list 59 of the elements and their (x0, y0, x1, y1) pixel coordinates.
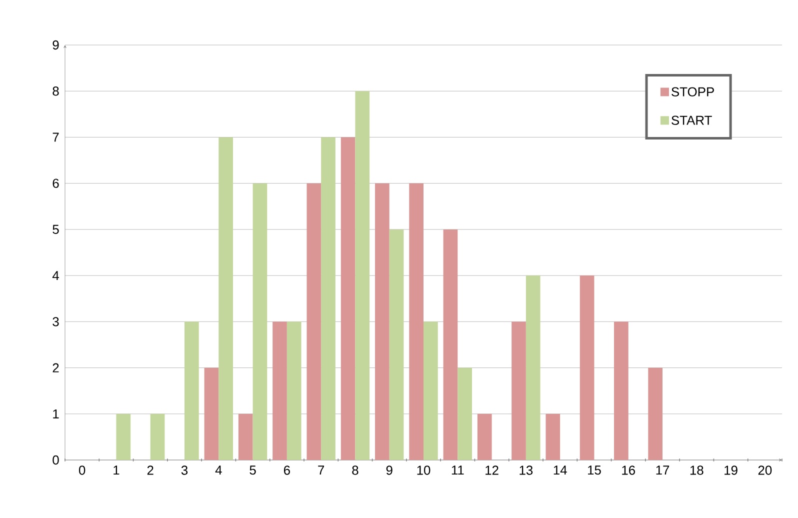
bar (355, 91, 370, 460)
bar (614, 322, 628, 460)
bar (443, 229, 458, 460)
x-tick-label: 7 (318, 466, 324, 475)
bar (116, 414, 131, 460)
bar (272, 322, 287, 460)
y-tick-label: 8 (52, 86, 59, 96)
bar (252, 183, 268, 460)
bar (204, 368, 219, 460)
y-tick-label: 1 (53, 409, 59, 418)
x-tick-label: 19 (724, 466, 738, 475)
bar (306, 183, 322, 460)
y-tick-label: 9 (52, 40, 59, 50)
x-tick-label: 2 (147, 466, 154, 475)
bar (648, 368, 663, 460)
bar (218, 137, 233, 460)
bar (546, 414, 560, 460)
bar (512, 322, 526, 460)
x-tick-label: 15 (588, 466, 601, 475)
x-tick-label: 11 (452, 466, 464, 475)
y-tick-label: 0 (52, 455, 59, 465)
x-tick-label: 16 (622, 466, 635, 475)
legend-label: START (672, 116, 712, 125)
x-tick-label: 14 (554, 466, 567, 475)
bar (184, 322, 199, 460)
y-tick-label: 5 (52, 224, 59, 234)
x-tick-label: 0 (78, 466, 86, 475)
bar (286, 322, 302, 460)
y-tick-label: 4 (52, 271, 59, 280)
x-tick-label: 1 (114, 466, 120, 475)
x-tick-label: 3 (181, 466, 188, 475)
y-tick-label: 7 (52, 132, 59, 142)
x-tick-label: 8 (352, 466, 358, 475)
x-tick-label: 13 (520, 466, 533, 475)
y-tick-label: 2 (52, 363, 59, 372)
y-tick-label: 3 (52, 317, 59, 326)
x-tick-label: 18 (690, 466, 704, 475)
y-tick-label: 6 (52, 178, 59, 188)
bar (424, 322, 438, 460)
bar (238, 414, 253, 460)
x-tick-label: 9 (386, 466, 392, 475)
x-tick-label: 4 (215, 466, 222, 475)
x-tick-label: 17 (656, 466, 670, 475)
bar (458, 368, 472, 460)
x-tick-label: 12 (486, 466, 498, 475)
bar (409, 183, 424, 460)
bar (340, 137, 356, 460)
bar (321, 137, 336, 460)
bar (526, 276, 540, 460)
bar (375, 183, 390, 460)
legend-label: STOPP (672, 87, 714, 96)
x-tick-label: 10 (417, 466, 430, 475)
bar (477, 414, 492, 460)
x-tick-label: 6 (284, 466, 290, 475)
x-tick-label: 20 (758, 466, 772, 475)
bar (150, 414, 165, 460)
bar (580, 276, 594, 460)
bar (389, 229, 404, 460)
x-tick-label: 5 (250, 466, 256, 475)
